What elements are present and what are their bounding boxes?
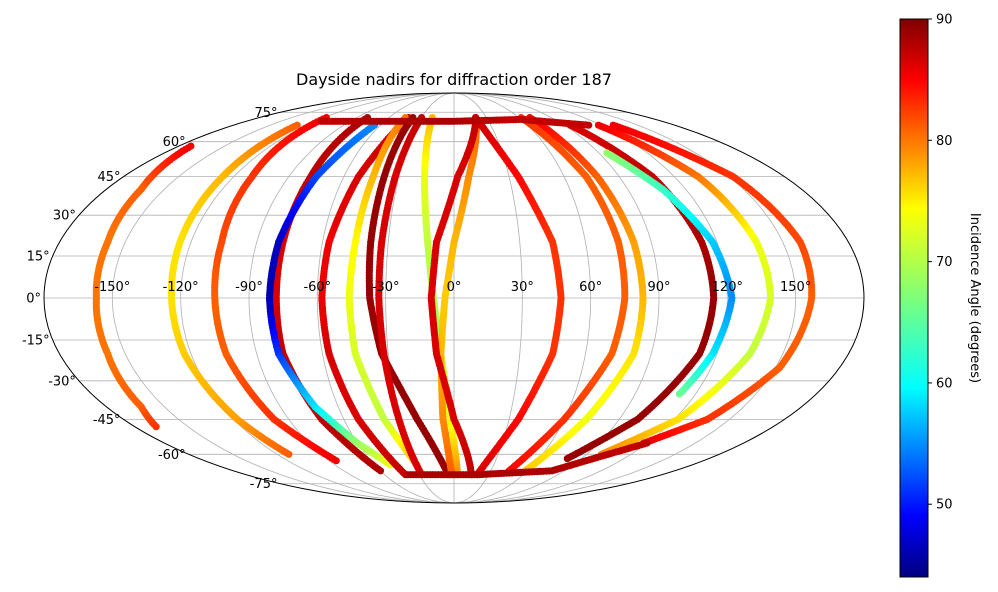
colorbar-gradient bbox=[899, 18, 929, 578]
latitude-tick-label: 75° bbox=[254, 106, 277, 121]
data-points bbox=[92, 114, 816, 479]
data-point bbox=[675, 390, 684, 398]
longitude-tick-label: -90° bbox=[235, 280, 263, 295]
longitude-tick-label: 0° bbox=[447, 280, 462, 295]
longitude-tick-label: 150° bbox=[780, 280, 811, 295]
longitude-tick-labels: -150° -120° -90° -60° -30° 0° 30° 60° 90° 120° 150… bbox=[94, 280, 811, 295]
latitude-tick-label: -30° bbox=[48, 374, 76, 389]
colorbar: 50 60 70 80 90 Incidence Angle (degrees) bbox=[899, 13, 982, 578]
latitude-tick-label: 60° bbox=[163, 135, 186, 150]
colorbar-tick-label: 80 bbox=[936, 134, 953, 149]
colorbar-tick-label: 60 bbox=[936, 376, 953, 391]
latitude-tick-label: -60° bbox=[158, 448, 186, 463]
latitude-tick-label: 15° bbox=[27, 250, 50, 265]
longitude-tick-label: -60° bbox=[303, 280, 331, 295]
longitude-tick-label: 120° bbox=[712, 280, 743, 295]
data-point bbox=[563, 455, 571, 463]
colorbar-ticks: 50 60 70 80 90 bbox=[928, 13, 953, 513]
longitude-tick-label: -120° bbox=[163, 280, 199, 295]
data-point bbox=[643, 439, 651, 447]
latitude-tick-label: -15° bbox=[22, 333, 50, 348]
data-point bbox=[152, 423, 160, 431]
colorbar-tick-label: 70 bbox=[936, 255, 953, 270]
data-point bbox=[285, 450, 293, 458]
latitude-tick-label: 30° bbox=[53, 209, 76, 224]
longitude-tick-label: -30° bbox=[372, 280, 400, 295]
longitude-tick-label: 60° bbox=[579, 280, 602, 295]
colorbar-tick-label: 90 bbox=[936, 13, 953, 28]
data-point bbox=[585, 121, 593, 129]
longitude-tick-label: 90° bbox=[647, 280, 670, 295]
latitude-tick-label: -45° bbox=[93, 413, 121, 428]
colorbar-tick-label: 50 bbox=[936, 498, 953, 513]
latitude-tick-label: 45° bbox=[98, 170, 121, 185]
data-point bbox=[332, 457, 340, 465]
longitude-tick-label: -150° bbox=[94, 280, 130, 295]
longitude-tick-label: 30° bbox=[511, 280, 534, 295]
latitude-tick-label: 0° bbox=[26, 292, 41, 307]
colorbar-label: Incidence Angle (degrees) bbox=[967, 213, 982, 383]
chart-title: Dayside nadirs for diffraction order 187 bbox=[296, 70, 612, 89]
latitude-tick-label: -75° bbox=[250, 477, 278, 492]
data-point bbox=[376, 467, 385, 475]
